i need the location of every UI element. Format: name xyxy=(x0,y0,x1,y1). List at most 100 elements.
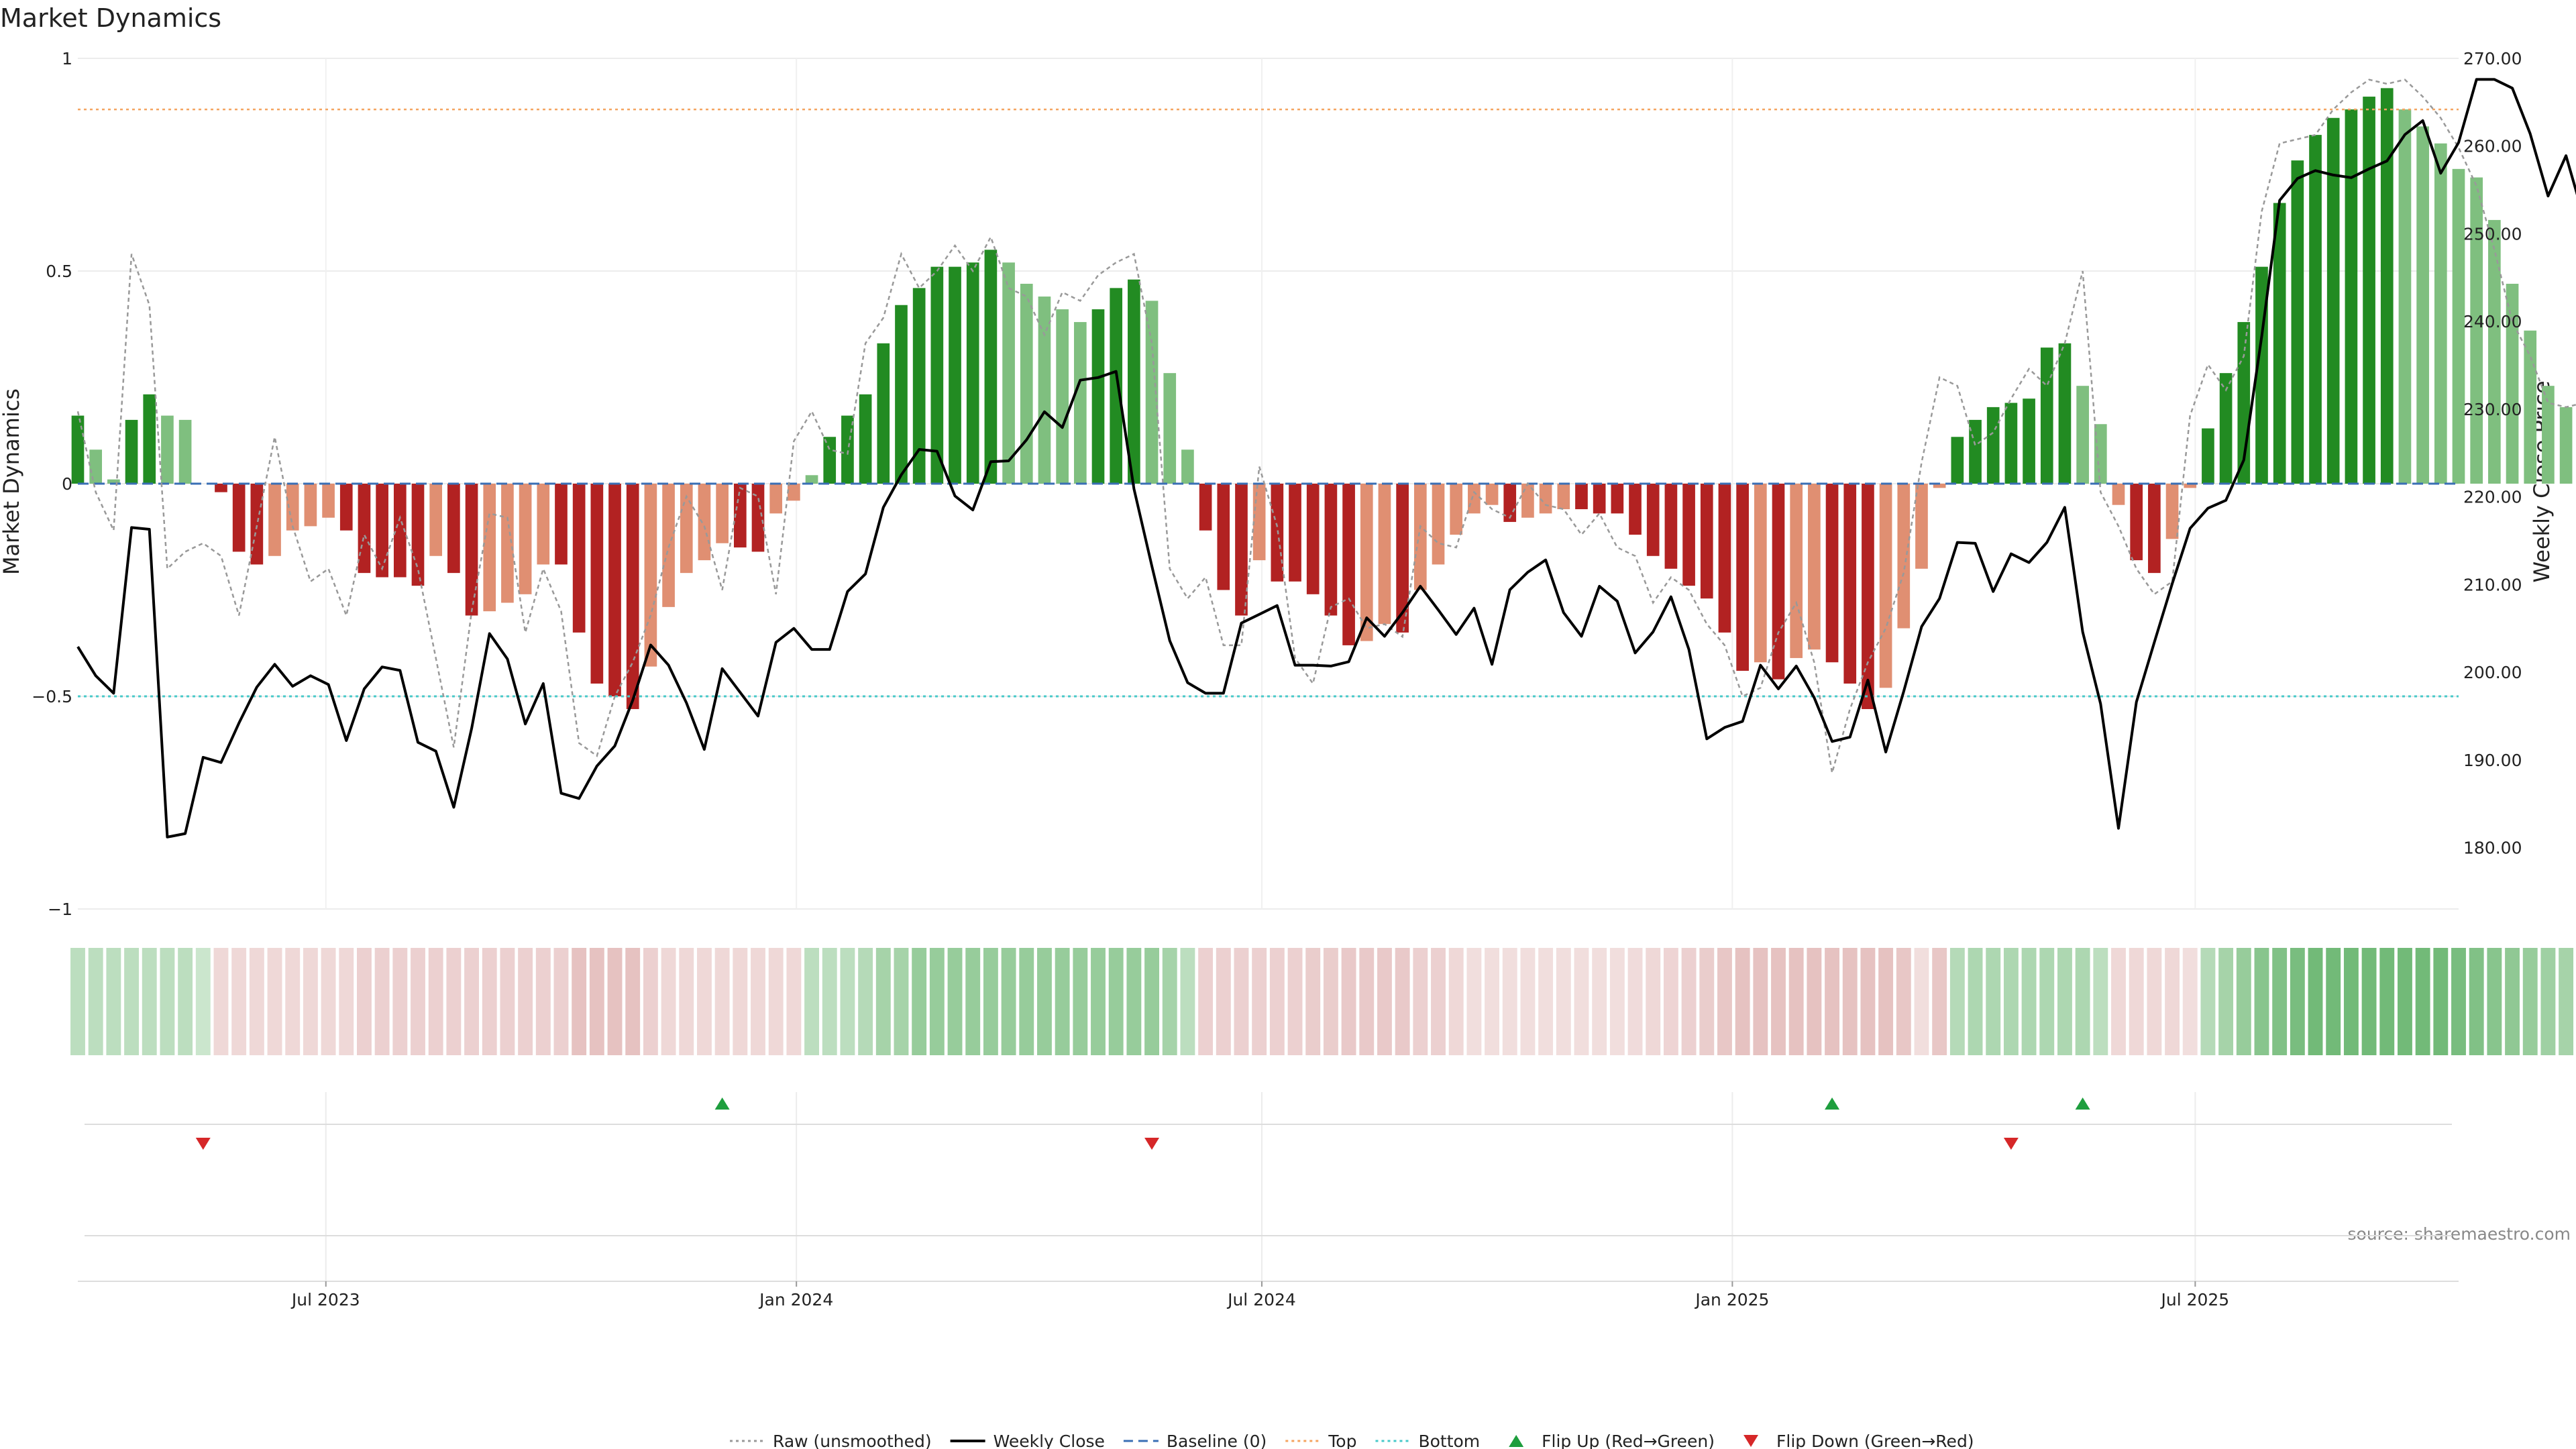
dynamics-bar xyxy=(2040,347,2053,484)
regime-cell xyxy=(2379,948,2395,1055)
regime-cell xyxy=(2129,948,2144,1055)
legend-label: Weekly Close xyxy=(994,1432,1105,1449)
dynamics-bar xyxy=(89,449,103,484)
dynamics-bar xyxy=(1073,322,1087,484)
regime-cell xyxy=(2522,948,2538,1055)
regime-cell xyxy=(88,948,103,1055)
legend-label: Top xyxy=(1328,1432,1356,1449)
regime-cell xyxy=(858,948,873,1055)
regime-cell xyxy=(213,948,229,1055)
dynamics-bar xyxy=(1252,484,1266,561)
regime-cell xyxy=(983,948,998,1055)
dynamics-bar xyxy=(590,484,604,684)
dynamics-bar xyxy=(2380,88,2394,484)
regime-cell xyxy=(929,948,945,1055)
dynamics-bar xyxy=(2219,373,2233,484)
dynamics-bar xyxy=(1879,484,1892,688)
regime-cell xyxy=(2057,948,2072,1055)
dynamics-bar xyxy=(304,484,317,527)
regime-cell xyxy=(1180,948,1195,1055)
chart-title: Market Dynamics xyxy=(0,3,221,33)
regime-cell xyxy=(1198,948,1214,1055)
dynamics-bar xyxy=(2470,177,2483,484)
dynamics-bar xyxy=(1503,484,1517,523)
dynamics-bar xyxy=(1933,484,1946,488)
regime-cell xyxy=(1413,948,1428,1055)
regime-cell xyxy=(1126,948,1142,1055)
regime-cell xyxy=(106,948,121,1055)
right-tick-label: 200.00 xyxy=(2463,663,2522,682)
regime-cell xyxy=(321,948,336,1055)
legend-swatch xyxy=(1743,1435,1759,1447)
dynamics-bar xyxy=(1664,484,1678,569)
legend-item: Baseline (0) xyxy=(1123,1432,1267,1449)
right-tick-label: 250.00 xyxy=(2463,224,2522,244)
dynamics-bar xyxy=(2094,424,2107,484)
dynamics-bar xyxy=(769,484,783,514)
dynamics-bar xyxy=(519,484,532,594)
regime-cell xyxy=(1681,948,1697,1055)
dynamics-bar xyxy=(680,484,693,574)
regime-cell xyxy=(751,948,765,1055)
dynamics-bar xyxy=(555,484,568,565)
legend-item: Flip Down (Green→Red) xyxy=(1743,1432,1974,1449)
dynamics-bar xyxy=(537,484,550,565)
legend-label: Baseline (0) xyxy=(1167,1432,1267,1449)
regime-cell xyxy=(1878,948,1894,1055)
left-tick-label: −1 xyxy=(48,900,72,919)
dynamics-bar xyxy=(1485,484,1499,505)
legend-item: Raw (unsmoothed) xyxy=(730,1432,932,1449)
regime-cell xyxy=(1699,948,1715,1055)
regime-cell xyxy=(804,948,819,1055)
dynamics-bar xyxy=(1128,279,1140,484)
dynamics-bar xyxy=(2202,428,2214,484)
right-tick-label: 220.00 xyxy=(2463,488,2522,507)
regime-cell xyxy=(1377,948,1392,1055)
dynamics-bar xyxy=(608,484,621,696)
regime-cell xyxy=(1807,948,1822,1055)
right-tick-label: 270.00 xyxy=(2463,49,2522,68)
left-tick-label: −0.5 xyxy=(32,687,72,706)
dynamics-bar xyxy=(1217,484,1230,590)
regime-cell xyxy=(1037,948,1052,1055)
dynamics-bar xyxy=(1056,309,1069,484)
regime-cell xyxy=(1144,948,1159,1055)
regime-cell xyxy=(875,948,891,1055)
dynamics-bar xyxy=(1682,484,1695,586)
regime-cell xyxy=(1448,948,1464,1055)
x-tick-label: Jul 2024 xyxy=(1226,1290,1296,1309)
dynamics-bar xyxy=(232,484,246,552)
left-axis-title: Market Dynamics xyxy=(0,388,24,575)
regime-cell xyxy=(231,948,247,1055)
regime-cell xyxy=(1646,948,1661,1055)
regime-cell xyxy=(679,948,694,1055)
dynamics-bar xyxy=(268,484,281,556)
reference-lines xyxy=(78,108,2459,698)
axes: 1 0.5 0 −0.5 −1 270.00 260.00 250.00 240.00 230.0… xyxy=(32,49,2522,1309)
dynamics-bar xyxy=(1163,373,1177,484)
dynamics-bar xyxy=(286,484,299,531)
regime-cell xyxy=(1771,948,1786,1055)
regime-cell xyxy=(178,948,193,1055)
legend-item: Bottom xyxy=(1375,1432,1480,1449)
dynamics-bar xyxy=(1306,484,1320,594)
regime-cell xyxy=(1842,948,1858,1055)
dynamics-bar xyxy=(823,437,837,484)
regime-cell xyxy=(2165,948,2180,1055)
regime-cell xyxy=(768,948,784,1055)
regime-cell xyxy=(822,948,837,1055)
regime-cell xyxy=(1341,948,1356,1055)
dynamics-bar xyxy=(1772,484,1785,680)
dynamics-bar xyxy=(215,484,227,492)
regime-cell xyxy=(661,948,676,1055)
x-tick-label: Jan 2024 xyxy=(758,1290,833,1309)
regime-cell xyxy=(2218,948,2234,1055)
left-tick-label: 0 xyxy=(62,474,72,494)
regime-cell xyxy=(1735,948,1750,1055)
regime-cell xyxy=(1395,948,1410,1055)
dynamics-bar xyxy=(1413,484,1427,590)
dynamics-bar xyxy=(1790,484,1803,658)
regime-cell xyxy=(2111,948,2126,1055)
dynamics-bar xyxy=(2326,117,2340,484)
dynamics-bar xyxy=(107,479,120,484)
